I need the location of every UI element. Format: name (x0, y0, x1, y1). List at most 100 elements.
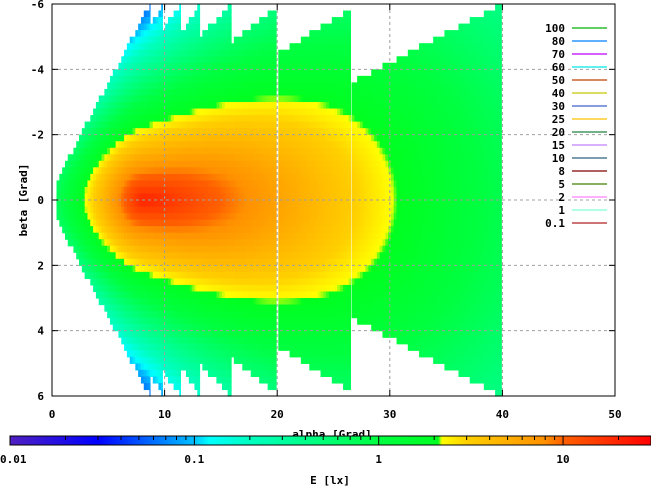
heatmap-cell (104, 180, 108, 188)
heatmap-cell (295, 121, 299, 129)
heatmap-cell (264, 95, 269, 103)
heatmap-cell (205, 271, 209, 279)
heatmap-cell (267, 49, 272, 57)
heatmap-cell (292, 95, 296, 103)
heatmap-cell (180, 160, 184, 168)
heatmap-cell (270, 23, 274, 31)
heatmap-cell (224, 304, 229, 312)
heatmap-cell (162, 49, 166, 57)
heatmap-cell (298, 173, 302, 181)
heatmap-cell (281, 291, 285, 299)
heatmap-cell (104, 206, 108, 214)
heatmap-cell (143, 43, 148, 51)
heatmap-cell (84, 258, 89, 266)
heatmap-cell (121, 252, 125, 260)
heatmap-cell (205, 219, 209, 227)
heatmap-cell (180, 219, 184, 227)
heatmap-cell (231, 121, 235, 129)
heatmap-cell (289, 121, 294, 129)
heatmap-cell (158, 304, 162, 312)
heatmap-cell (188, 239, 193, 247)
heatmap-cell (262, 56, 266, 64)
heatmap-cell (121, 239, 125, 247)
heatmap-cell (135, 265, 139, 273)
heatmap-cell (242, 56, 246, 64)
heatmap-cell (87, 239, 91, 247)
heatmap-cell (138, 23, 142, 31)
heatmap-cell (194, 265, 198, 273)
heatmap-cell (176, 193, 180, 201)
heatmap-cell (67, 239, 72, 247)
heatmap-cell (73, 180, 77, 188)
heatmap-cell (126, 82, 131, 90)
heatmap-cell (224, 102, 229, 110)
heatmap-cell (213, 95, 217, 103)
heatmap-cell (194, 167, 198, 175)
heatmap-cell (337, 23, 341, 31)
heatmap-cell (112, 69, 117, 77)
heatmap-cell (267, 167, 272, 175)
heatmap-cell (300, 43, 305, 51)
heatmap-cell (264, 213, 269, 221)
heatmap-cell (183, 154, 187, 162)
heatmap-cell (262, 173, 266, 181)
heatmap-cell (143, 245, 148, 253)
heatmap-cell (340, 324, 344, 332)
heatmap-cell (334, 193, 339, 201)
heatmap-cell (247, 278, 252, 286)
heatmap-cell (152, 239, 157, 247)
heatmap-cell (170, 121, 175, 129)
heatmap-cell (173, 121, 178, 129)
heatmap-cell (188, 102, 193, 110)
heatmap-cell (278, 141, 282, 149)
heatmap-cell (205, 232, 209, 240)
heatmap-cell (162, 226, 166, 234)
heatmap-cell (256, 284, 260, 293)
heatmap-cell (331, 271, 336, 279)
heatmap-cell (185, 82, 190, 90)
heatmap-cell (337, 213, 341, 221)
heatmap-cell (191, 350, 196, 358)
heatmap-cell (231, 252, 235, 260)
heatmap-cell (273, 193, 277, 201)
heatmap-cell (213, 56, 217, 64)
heatmap-cell (317, 49, 322, 57)
heatmap-cell (162, 128, 166, 136)
heatmap-cell (247, 258, 252, 266)
heatmap-cell (124, 271, 128, 279)
heatmap-cell (283, 69, 288, 77)
heatmap-cell (247, 213, 252, 221)
heatmap-cell (185, 369, 190, 377)
heatmap-cell (286, 75, 291, 83)
heatmap-cell (176, 121, 180, 129)
heatmap-cell (149, 317, 154, 325)
heatmap-cell (199, 69, 203, 77)
heatmap-cell (320, 82, 324, 90)
heatmap-cell (179, 239, 181, 247)
heatmap-cell (289, 278, 294, 286)
heatmap-cell (326, 62, 330, 70)
heatmap-cell (345, 10, 350, 18)
heatmap-cell (281, 62, 285, 70)
heatmap-cell (329, 36, 333, 44)
heatmap-cell (176, 23, 180, 31)
heatmap-cell (107, 278, 111, 286)
heatmap-cell (231, 265, 235, 273)
heatmap-cell (149, 232, 154, 240)
heatmap-cell (162, 88, 166, 97)
heatmap-cell (93, 173, 97, 181)
heatmap-cell (67, 206, 72, 214)
heatmap-cell (273, 43, 277, 51)
heatmap-cell (183, 343, 187, 351)
heatmap-cell (207, 324, 212, 332)
heatmap-cell (326, 193, 330, 201)
heatmap-cell (323, 226, 327, 234)
heatmap-cell (326, 206, 330, 214)
heatmap-cell (292, 180, 296, 188)
heatmap-cell (199, 252, 203, 260)
heatmap-cell (152, 115, 157, 123)
heatmap-cell (207, 252, 212, 260)
heatmap-cell (135, 324, 139, 332)
heatmap-cell (176, 337, 180, 345)
heatmap-cell (98, 121, 103, 129)
